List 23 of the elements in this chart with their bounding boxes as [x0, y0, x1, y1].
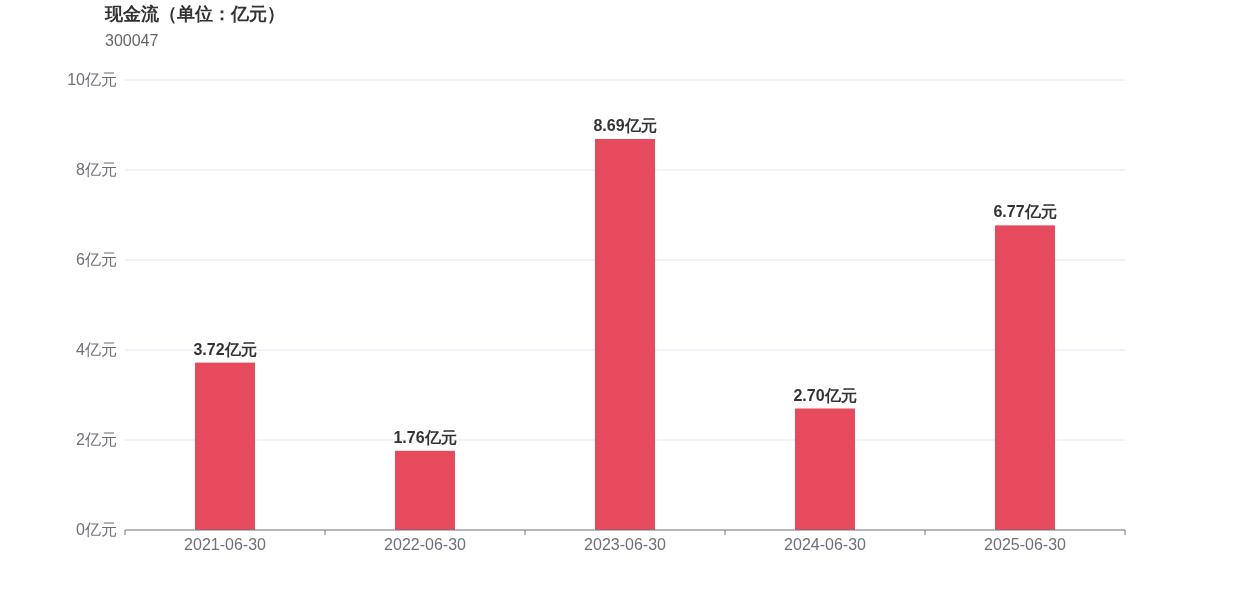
y-tick-label: 2亿元 [76, 431, 117, 448]
data-label: 8.69亿元 [593, 116, 657, 134]
data-label: 3.72亿元 [193, 340, 257, 358]
data-label: 6.77亿元 [993, 203, 1057, 221]
x-tick-label: 2022-06-30 [384, 536, 467, 553]
bar [995, 225, 1055, 530]
bar [795, 408, 855, 530]
bar [195, 362, 255, 530]
y-tick-label: 4亿元 [76, 341, 117, 358]
chart-subtitle: 300047 [105, 32, 159, 49]
bar [595, 138, 655, 530]
x-tick-label: 2024-06-30 [784, 536, 867, 553]
x-tick-label: 2025-06-30 [984, 536, 1067, 553]
data-label: 2.70亿元 [793, 386, 857, 404]
x-tick-label: 2023-06-30 [584, 536, 667, 553]
y-tick-label: 0亿元 [76, 521, 117, 538]
y-tick-label: 10亿元 [67, 71, 117, 88]
data-label: 1.76亿元 [393, 428, 457, 446]
bar [395, 450, 455, 530]
chart-title: 现金流（单位：亿元） [104, 4, 285, 24]
x-tick-label: 2021-06-30 [184, 536, 267, 553]
y-tick-label: 6亿元 [76, 251, 117, 268]
y-tick-label: 8亿元 [76, 161, 117, 178]
